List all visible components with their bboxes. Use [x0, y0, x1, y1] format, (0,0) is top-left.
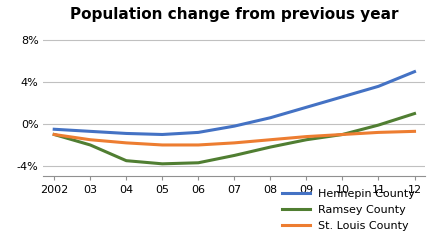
St. Louis County: [160, 144, 165, 147]
Ramsey County: [52, 133, 57, 136]
Ramsey County: [340, 133, 345, 136]
Ramsey County: [268, 146, 273, 149]
Hennepin County: [196, 131, 201, 134]
Ramsey County: [304, 138, 309, 141]
Hennepin County: [232, 125, 237, 128]
St. Louis County: [376, 131, 381, 134]
Hennepin County: [268, 116, 273, 119]
Hennepin County: [412, 70, 417, 73]
Title: Population change from previous year: Population change from previous year: [70, 7, 398, 22]
Hennepin County: [340, 95, 345, 98]
Hennepin County: [88, 130, 93, 133]
St. Louis County: [232, 141, 237, 144]
St. Louis County: [304, 135, 309, 138]
Hennepin County: [376, 85, 381, 88]
St. Louis County: [340, 133, 345, 136]
St. Louis County: [124, 141, 129, 144]
Ramsey County: [124, 159, 129, 162]
Line: Ramsey County: Ramsey County: [54, 114, 414, 164]
Hennepin County: [160, 133, 165, 136]
St. Louis County: [196, 144, 201, 147]
Ramsey County: [160, 162, 165, 165]
St. Louis County: [412, 130, 417, 133]
Line: St. Louis County: St. Louis County: [54, 131, 414, 145]
St. Louis County: [52, 133, 57, 136]
St. Louis County: [268, 138, 273, 141]
Ramsey County: [376, 124, 381, 126]
Ramsey County: [232, 154, 237, 157]
Hennepin County: [52, 128, 57, 131]
Legend: Hennepin County, Ramsey County, St. Louis County: Hennepin County, Ramsey County, St. Loui…: [277, 184, 420, 235]
Ramsey County: [196, 161, 201, 164]
Hennepin County: [124, 132, 129, 135]
Ramsey County: [88, 144, 93, 147]
Line: Hennepin County: Hennepin County: [54, 72, 414, 134]
Ramsey County: [412, 112, 417, 115]
St. Louis County: [88, 138, 93, 141]
Hennepin County: [304, 106, 309, 109]
